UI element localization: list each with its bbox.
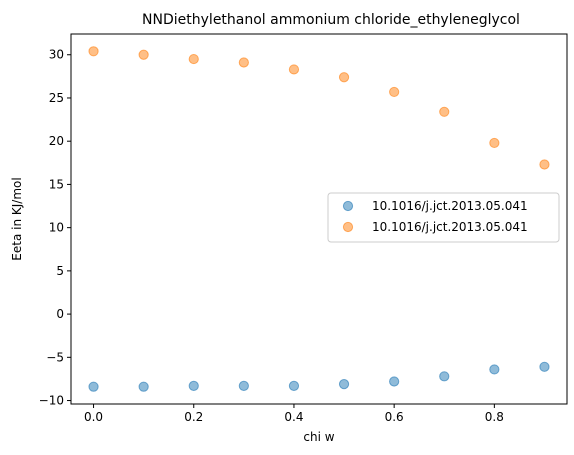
plot-area: [88, 46, 550, 392]
data-point-series-1-7: [439, 371, 450, 382]
chart-title: NNDiethylethanol ammonium chloride_ethyl…: [142, 12, 520, 28]
x-tick-label: 0.0: [84, 410, 103, 424]
data-point-series-2-1: [138, 49, 149, 60]
data-point-series-1-9: [539, 361, 550, 372]
data-point-series-1-4: [288, 380, 300, 391]
legend-label-series-2: 10.1016/j.jct.2013.05.041: [372, 220, 528, 234]
data-point-series-2-4: [288, 64, 300, 75]
y-tick-label: −5: [46, 350, 64, 364]
y-axis: −10 −5 0 5 10 15 20 25 30: [39, 48, 71, 408]
data-point-series-1-1: [138, 381, 149, 392]
data-point-series-1-0: [88, 381, 99, 392]
x-tick-label: 0.4: [284, 410, 303, 424]
legend-box: [327, 192, 560, 243]
data-point-series-2-6: [389, 86, 400, 98]
data-point-series-2-9: [539, 159, 550, 170]
data-point-series-1-6: [389, 376, 400, 387]
data-point-series-1-2: [188, 380, 199, 391]
plot-frame: [70, 33, 568, 405]
data-point-series-2-7: [439, 106, 450, 117]
x-tick-label: 0.8: [485, 410, 504, 424]
data-point-series-2-0: [88, 46, 99, 57]
x-axis-label: chi w: [303, 430, 334, 444]
x-tick-label: 0.6: [385, 410, 404, 424]
data-point-series-1-8: [489, 364, 500, 375]
x-tick-label: 0.2: [184, 410, 203, 424]
data-point-series-1-3: [238, 380, 249, 391]
legend-marker-series-2: [342, 221, 354, 233]
data-point-series-2-3: [238, 57, 249, 68]
y-tick-label: 25: [49, 91, 64, 105]
y-axis-label: Eeta in KJ/mol: [10, 177, 24, 260]
y-tick-label: 5: [56, 264, 64, 278]
y-tick-label: 15: [49, 177, 64, 191]
legend: 10.1016/j.jct.2013.05.041 10.1016/j.jct.2…: [327, 192, 560, 243]
legend-label-series-1: 10.1016/j.jct.2013.05.041: [372, 199, 528, 213]
y-tick-label: 30: [49, 48, 64, 62]
data-point-series-2-5: [338, 72, 350, 83]
data-point-series-2-2: [188, 53, 199, 65]
y-tick-label: 0: [56, 307, 64, 321]
y-tick-label: 20: [49, 134, 64, 148]
data-point-series-2-8: [489, 137, 500, 149]
legend-marker-series-1: [342, 200, 354, 212]
x-axis: 0.0 0.2 0.4 0.6 0.8: [84, 404, 504, 424]
y-tick-label: 10: [49, 221, 64, 235]
y-tick-label: −10: [39, 394, 64, 408]
data-point-series-1-5: [338, 379, 350, 390]
